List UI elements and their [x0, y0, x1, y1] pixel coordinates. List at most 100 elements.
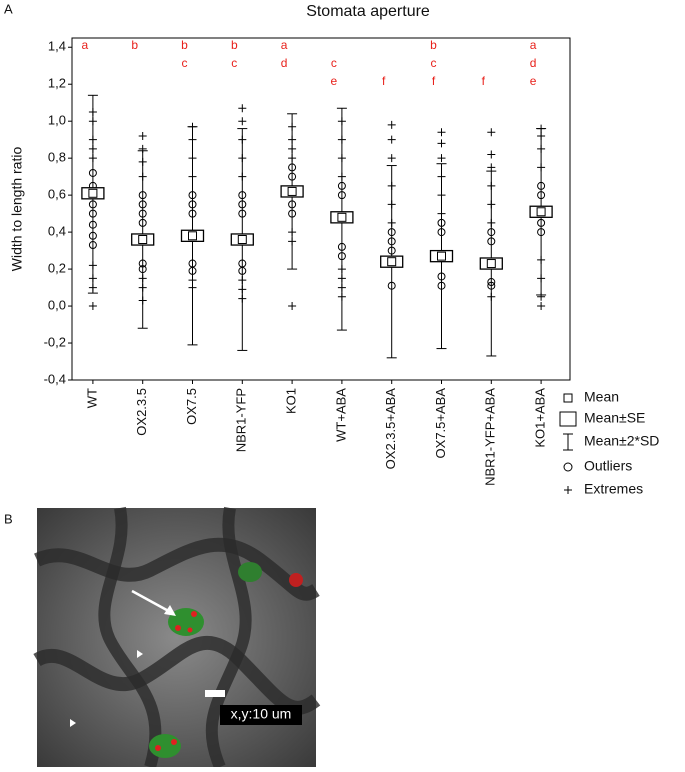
extreme-point — [138, 274, 147, 283]
outlier-point — [537, 181, 546, 190]
extreme-point — [537, 274, 546, 283]
extreme-point — [487, 218, 496, 227]
extreme-point — [288, 237, 297, 246]
outlier-point — [387, 246, 396, 255]
extreme-point — [238, 285, 247, 294]
outlier-point — [138, 209, 147, 218]
plot-frame — [71, 37, 571, 381]
y-tick-label: 0,8 — [48, 150, 66, 165]
extreme-point — [537, 255, 546, 264]
extreme-point — [238, 154, 247, 163]
extreme-point — [288, 122, 297, 131]
significance-letter: a — [530, 38, 537, 52]
outlier-point — [188, 209, 197, 218]
chart-title: Stomata aperture — [306, 3, 430, 20]
outlier-point — [138, 191, 147, 200]
y-tick-label: 0,6 — [48, 187, 66, 202]
outlier-point — [337, 242, 346, 251]
panel-label: A — [4, 1, 13, 16]
outlier-point — [387, 237, 396, 246]
outlier-point — [238, 191, 247, 200]
extreme-point — [487, 292, 496, 301]
mean-marker — [287, 186, 297, 196]
extreme-point — [387, 200, 396, 209]
extreme-point — [337, 292, 346, 301]
significance-letter: b — [430, 38, 437, 52]
extreme-point — [188, 276, 197, 285]
legend-label: Extremes — [584, 481, 643, 497]
outlier-point — [88, 200, 97, 209]
extreme-point — [337, 172, 346, 181]
extreme-point — [337, 274, 346, 283]
extreme-point — [88, 154, 97, 163]
outlier-point — [537, 218, 546, 227]
outlier-point — [88, 241, 97, 250]
mean-marker — [188, 231, 197, 241]
y-tick-label: 0,4 — [48, 224, 66, 239]
outlier-point — [288, 172, 297, 181]
extreme-point — [188, 122, 197, 131]
extreme-point — [487, 128, 496, 137]
legend-label: Mean±2*SD — [584, 433, 659, 449]
extreme-point — [437, 128, 446, 137]
outlier-point — [88, 231, 97, 240]
extreme-point — [88, 117, 97, 126]
significance-letter: d — [530, 56, 537, 70]
extreme-point — [337, 154, 346, 163]
significance-letter: c — [431, 56, 437, 70]
y-tick-label: 1,0 — [48, 113, 66, 128]
outlier-point — [138, 259, 147, 268]
mean-marker — [237, 235, 247, 245]
panel-label: B — [4, 511, 13, 526]
extreme-point — [238, 276, 247, 285]
y-tick-label: 0,2 — [48, 261, 66, 276]
extreme-point — [138, 283, 147, 292]
mean-marker — [437, 251, 446, 261]
mean-marker — [138, 235, 148, 245]
significance-letter: f — [382, 74, 386, 88]
significance-letter: f — [482, 74, 486, 88]
extreme-point — [487, 163, 496, 172]
outlier-point — [387, 281, 396, 290]
outlier-point — [288, 209, 297, 218]
outlier-point — [487, 278, 496, 287]
extreme-point — [88, 302, 97, 311]
outlier-point — [337, 181, 346, 190]
outlier-point — [437, 228, 446, 237]
significance-letter: c — [231, 56, 237, 70]
y-tick-label: -0,4 — [44, 371, 66, 386]
y-axis-label: Width to length ratio — [9, 147, 25, 272]
outlier-point — [537, 228, 546, 237]
mean-marker — [486, 259, 496, 269]
mean-marker — [536, 207, 546, 217]
y-tick-label: 1,4 — [48, 39, 66, 54]
outlier-point — [188, 200, 197, 209]
x-tick-label: KO1+ABA — [533, 388, 548, 448]
extreme-point — [437, 209, 446, 218]
outlier-point — [238, 209, 247, 218]
outlier-point — [537, 191, 546, 200]
extreme-point — [537, 124, 546, 133]
outlier-point — [337, 252, 346, 261]
mean-marker — [88, 188, 98, 198]
extreme-point — [387, 135, 396, 144]
extreme-point — [238, 135, 247, 144]
extreme-point — [387, 154, 396, 163]
extreme-point — [487, 200, 496, 209]
outlier-point — [188, 191, 197, 200]
extreme-point — [188, 154, 197, 163]
extreme-point — [138, 172, 147, 181]
extreme-point — [337, 283, 346, 292]
x-tick-label: OX2.3.5 — [134, 388, 149, 436]
x-tick-label: NBR1-YFP+ABA — [483, 388, 498, 486]
x-tick-label: OX2.3.5+ABA — [383, 388, 398, 470]
y-tick-label: 0,0 — [48, 297, 66, 312]
extreme-point — [288, 228, 297, 237]
extreme-point — [88, 283, 97, 292]
extreme-point — [88, 274, 97, 283]
outlier-point — [288, 163, 297, 172]
extreme-point — [288, 135, 297, 144]
outlier-point — [437, 281, 446, 290]
outlier-point — [238, 259, 247, 268]
